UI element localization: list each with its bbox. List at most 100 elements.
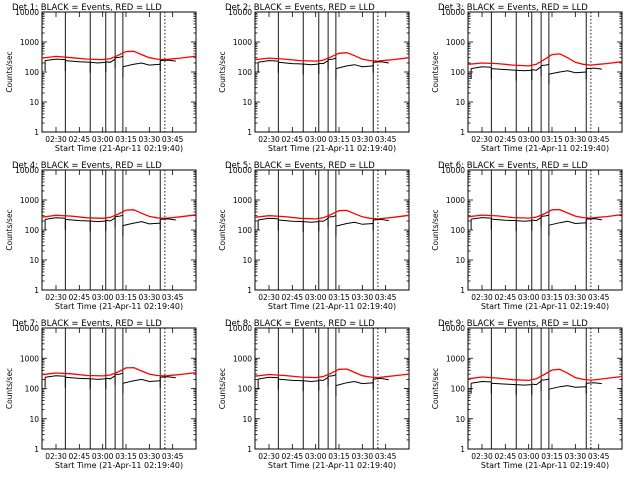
x-tick-label: 03:15 — [328, 452, 350, 461]
events-series-line — [548, 385, 587, 390]
events-series-line — [548, 70, 587, 75]
events-series-line — [278, 61, 304, 65]
panel-title: Det 6: BLACK = Events, RED = LLD — [438, 161, 588, 171]
lld-series-line — [467, 208, 623, 219]
y-tick-label: 10 — [242, 415, 252, 424]
x-tick-label: 02:45 — [495, 452, 517, 461]
panel-title: Det 7: BLACK = Events, RED = LLD — [12, 319, 162, 329]
chart-panel-det-5: Det 5: BLACK = Events, RED = LLD 1 10 100 10… — [218, 161, 410, 311]
events-series-line — [160, 376, 176, 379]
events-series-line — [318, 60, 329, 65]
x-tick-label: 03:15 — [115, 135, 137, 144]
y-axis-label: Counts/sec — [431, 51, 440, 92]
events-series-line — [45, 58, 66, 62]
x-tick-label: 03:45 — [375, 135, 397, 144]
events-series-line — [335, 64, 374, 70]
x-tick-label: 02:30 — [471, 293, 493, 302]
x-tick-label: 02:45 — [495, 293, 517, 302]
lld-series-line — [254, 209, 410, 220]
y-tick-label: 10000 — [15, 166, 39, 175]
events-series-line — [318, 217, 329, 222]
y-tick-label: 10000 — [228, 166, 252, 175]
y-tick-label: 10000 — [441, 324, 465, 333]
lld-series-line — [41, 209, 197, 219]
x-tick-label: 03:15 — [541, 452, 563, 461]
x-tick-label: 03:45 — [375, 452, 397, 461]
x-tick-label: 02:30 — [471, 135, 493, 144]
events-series-line — [122, 62, 161, 68]
y-tick-label: 100 — [451, 68, 466, 77]
y-axis-label: Counts/sec — [218, 209, 227, 250]
events-series-line — [516, 69, 532, 72]
chart-panel-det-4: Det 4: BLACK = Events, RED = LLD 1 10 100 10… — [5, 161, 197, 311]
events-series-line — [516, 384, 532, 386]
x-tick-label: 03:30 — [565, 135, 587, 144]
x-tick-label: 02:30 — [45, 293, 67, 302]
x-tick-label: 03:00 — [305, 293, 327, 302]
lld-series-line — [254, 52, 410, 62]
events-series-line — [115, 372, 124, 375]
x-tick-label: 03:15 — [328, 135, 350, 144]
panel-title: Det 9: BLACK = Events, RED = LLD — [438, 319, 588, 329]
events-series-line — [373, 218, 389, 222]
y-tick-label: 10 — [455, 415, 465, 424]
lld-series-line — [254, 368, 410, 379]
y-tick-label: 10000 — [441, 8, 465, 17]
x-tick-label: 02:45 — [69, 135, 91, 144]
events-series-line — [258, 376, 279, 380]
x-tick-label: 03:45 — [588, 135, 610, 144]
y-tick-label: 10 — [29, 415, 39, 424]
x-tick-label: 03:15 — [115, 452, 137, 461]
events-series-line — [373, 377, 389, 381]
chart-panel-det-3: Det 3: BLACK = Events, RED = LLD 1 10 100 10… — [431, 3, 623, 153]
y-tick-label: 100 — [451, 226, 466, 235]
events-series-line — [105, 58, 116, 63]
x-tick-label: 03:15 — [541, 293, 563, 302]
events-series-line — [105, 217, 116, 222]
y-tick-label: 10 — [29, 98, 39, 107]
events-series-line — [278, 219, 304, 223]
x-tick-label: 03:15 — [541, 135, 563, 144]
events-series-line — [45, 217, 66, 220]
y-tick-label: 100 — [451, 385, 466, 394]
x-tick-label: 03:30 — [139, 135, 161, 144]
x-tick-label: 02:30 — [471, 452, 493, 461]
y-axis-label: Counts/sec — [5, 368, 14, 409]
y-axis-label: Counts/sec — [431, 209, 440, 250]
x-tick-label: 02:45 — [495, 135, 517, 144]
events-series-line — [278, 378, 304, 382]
events-series-line — [491, 68, 517, 71]
events-series-line — [471, 217, 492, 220]
x-tick-label: 02:45 — [282, 135, 304, 144]
events-series-line — [122, 378, 161, 384]
x-tick-label: 03:30 — [352, 293, 374, 302]
y-axis-label: Counts/sec — [431, 368, 440, 409]
x-axis-label: Start Time (21-Apr-11 02:19:40) — [268, 144, 396, 153]
events-series-line — [548, 220, 587, 226]
events-series-line — [541, 63, 550, 66]
y-axis-label: Counts/sec — [218, 368, 227, 409]
lld-series-line — [467, 368, 623, 382]
chart-panel-det-9: Det 9: BLACK = Events, RED = LLD 1 10 100 10… — [431, 319, 623, 470]
x-axis-label: Start Time (21-Apr-11 02:19:40) — [55, 144, 183, 153]
lld-series-line — [41, 50, 197, 61]
x-tick-label: 03:00 — [518, 452, 540, 461]
events-series-line — [90, 378, 106, 380]
y-tick-label: 1000 — [446, 354, 465, 363]
events-series-line — [160, 218, 176, 221]
events-series-line — [115, 214, 124, 218]
chart-panel-det-1: Det 1: BLACK = Events, RED = LLD 1 10 100 10… — [5, 3, 197, 153]
events-series-line — [65, 218, 91, 222]
y-tick-label: 1000 — [446, 196, 465, 205]
events-series-line — [586, 218, 602, 221]
y-tick-label: 1 — [460, 445, 465, 454]
x-tick-label: 03:45 — [588, 293, 610, 302]
events-series-line — [328, 374, 337, 377]
y-tick-label: 10000 — [228, 324, 252, 333]
x-tick-label: 02:30 — [45, 452, 67, 461]
x-tick-label: 03:00 — [92, 293, 114, 302]
lld-series-line — [467, 53, 623, 67]
y-tick-label: 10000 — [441, 166, 465, 175]
events-series-line — [65, 60, 91, 63]
